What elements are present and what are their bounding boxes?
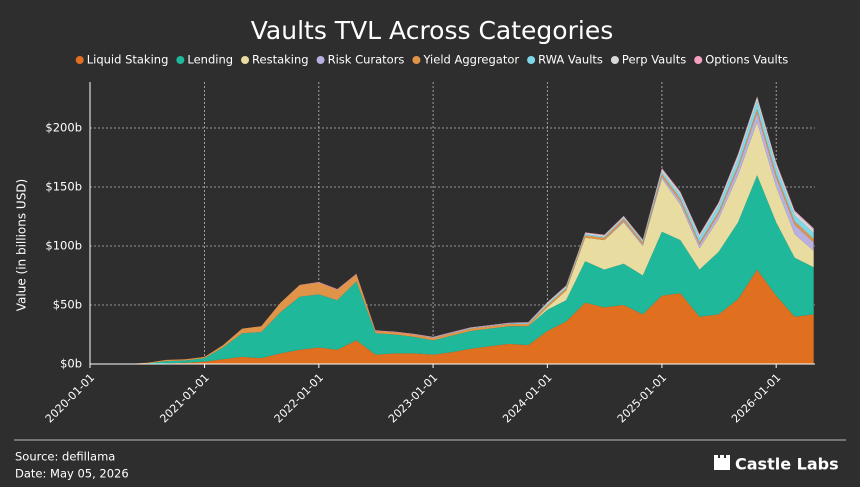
legend-swatch <box>694 56 703 64</box>
legend-swatch <box>241 56 250 64</box>
legend-swatch <box>527 56 536 64</box>
y-tick-label: $0b <box>60 357 82 371</box>
legend-label: Lending <box>187 53 233 67</box>
logo-icon <box>714 455 730 470</box>
y-tick-label: $100b <box>45 239 82 253</box>
y-axis-label: Value (in billions USD) <box>15 179 29 312</box>
legend-label: Liquid Staking <box>87 53 169 67</box>
legend-swatch <box>610 56 619 64</box>
legend-swatch <box>316 56 325 64</box>
legend-swatch <box>75 56 84 64</box>
legend-swatch <box>412 56 421 64</box>
legend-label: Options Vaults <box>705 53 788 67</box>
legend-label: Restaking <box>252 53 309 67</box>
chart-title: Vaults TVL Across Categories <box>251 16 613 45</box>
y-tick-label: $150b <box>45 180 82 194</box>
legend-label: Risk Curators <box>328 53 405 67</box>
legend: Liquid Staking Lending Restaking Risk Curat… <box>75 53 788 67</box>
legend-swatch <box>176 56 185 64</box>
source: Source: defillama <box>15 450 115 464</box>
y-tick-label: $200b <box>45 121 82 135</box>
legend-label: Yield Aggregator <box>422 53 519 67</box>
logo: Castle Labs <box>735 455 839 474</box>
date-note: Date: May 05, 2026 <box>15 467 129 481</box>
area <box>90 175 814 364</box>
area <box>90 269 814 364</box>
legend-label: RWA Vaults <box>538 53 603 67</box>
y-tick-label: $50b <box>53 298 82 312</box>
legend-label: Perp Vaults <box>622 53 686 67</box>
